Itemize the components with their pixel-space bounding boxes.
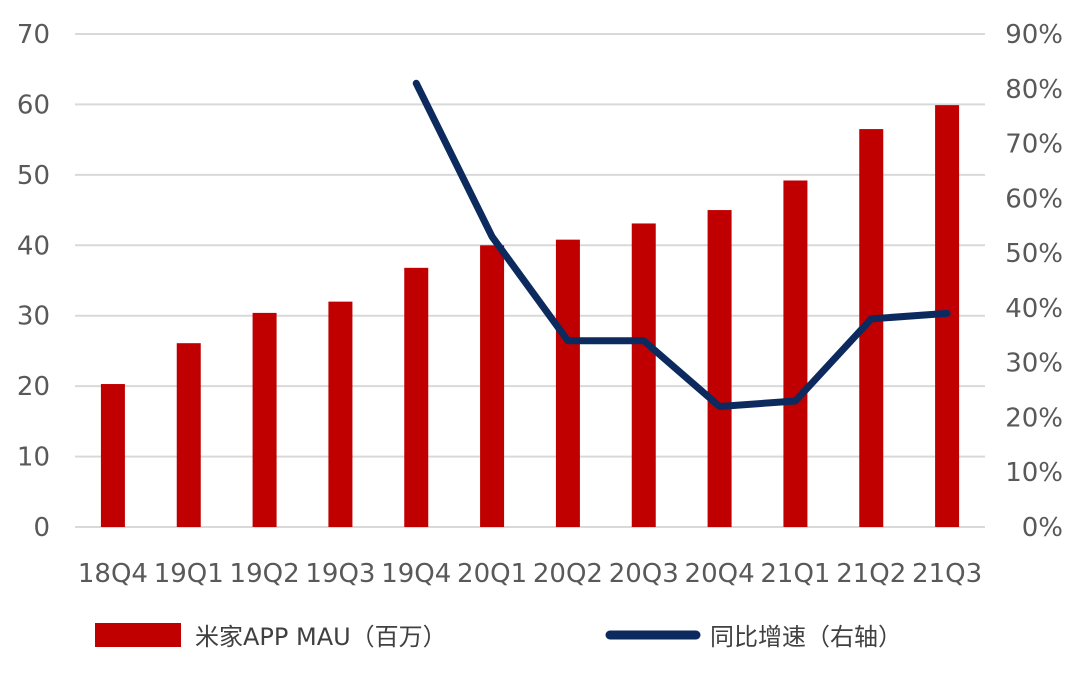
left-tick-label: 70 (17, 20, 50, 50)
x-tick-label: 20Q4 (685, 559, 755, 589)
right-tick-label: 0% (1022, 513, 1063, 543)
gridlines (75, 33, 985, 528)
right-tick-label: 60% (1005, 184, 1063, 214)
right-tick-label: 30% (1005, 349, 1063, 379)
bar-19Q4 (404, 267, 429, 527)
left-tick-label: 20 (17, 372, 50, 402)
legend-bar-label: 米家APP MAU（百万） (195, 623, 447, 651)
x-tick-label: 19Q1 (154, 559, 224, 589)
x-tick-label: 19Q3 (305, 559, 375, 589)
x-tick-label: 18Q4 (78, 559, 148, 589)
x-tick-label: 20Q1 (457, 559, 527, 589)
right-tick-label: 90% (1005, 20, 1063, 50)
bar-21Q1 (783, 180, 808, 527)
bar-19Q3 (328, 301, 353, 527)
legend-bar-swatch (95, 623, 181, 647)
legend: 米家APP MAU（百万） 同比增速（右轴） (95, 623, 902, 651)
bar-20Q3 (631, 223, 656, 527)
x-tick-label: 21Q2 (836, 559, 906, 589)
bar-20Q2 (555, 239, 580, 527)
legend-line-label: 同比增速（右轴） (710, 623, 902, 651)
right-tick-label: 50% (1005, 239, 1063, 269)
right-tick-label: 80% (1005, 75, 1063, 105)
left-axis-ticks: 0 10 20 30 40 50 60 70 (17, 20, 50, 543)
x-tick-label: 21Q3 (912, 559, 982, 589)
right-tick-label: 20% (1005, 403, 1063, 433)
x-tick-label: 20Q3 (609, 559, 679, 589)
right-tick-label: 10% (1005, 458, 1063, 488)
right-tick-label: 40% (1005, 294, 1063, 324)
bar-19Q1 (176, 343, 201, 527)
line-series (412, 79, 951, 410)
growth-line (412, 79, 951, 410)
right-axis-ticks: 0% 10% 20% 30% 40% 50% 60% 70% 80% 90% (1005, 20, 1063, 543)
left-tick-label: 30 (17, 302, 50, 332)
left-tick-label: 40 (17, 231, 50, 261)
bar-20Q1 (480, 245, 505, 528)
bar-19Q2 (252, 312, 277, 527)
x-axis-ticks: 18Q4 19Q1 19Q2 19Q3 19Q4 20Q1 20Q2 20Q3 20Q4 21Q1… (78, 559, 982, 589)
left-tick-label: 50 (17, 161, 50, 191)
left-tick-label: 10 (17, 443, 50, 473)
bar-18Q4 (100, 384, 125, 527)
bar-20Q4 (707, 210, 732, 528)
x-tick-label: 21Q1 (760, 559, 830, 589)
left-tick-label: 60 (17, 90, 50, 120)
bar-series (100, 105, 960, 528)
left-tick-label: 0 (33, 513, 50, 543)
x-tick-label: 20Q2 (533, 559, 603, 589)
x-tick-label: 19Q4 (381, 559, 451, 589)
right-tick-label: 70% (1005, 130, 1063, 160)
x-tick-label: 19Q2 (230, 559, 300, 589)
